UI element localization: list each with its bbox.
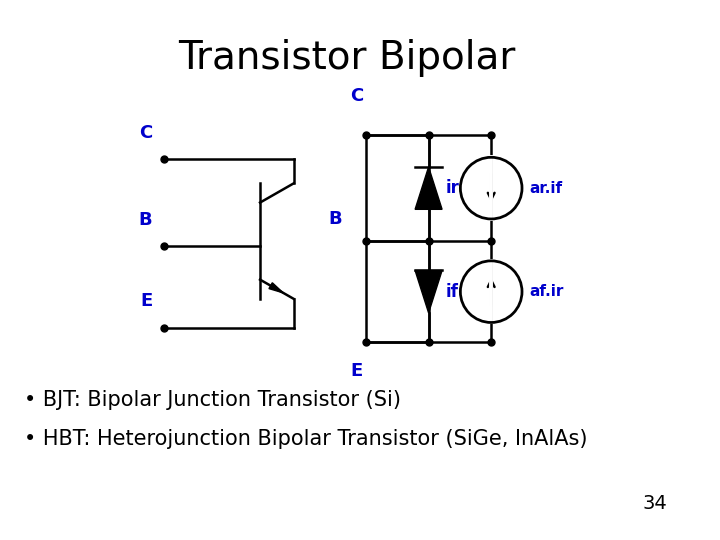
Text: if: if bbox=[446, 282, 459, 301]
Text: ir: ir bbox=[446, 179, 460, 197]
Text: B: B bbox=[138, 211, 152, 228]
Polygon shape bbox=[415, 167, 442, 210]
Text: E: E bbox=[350, 362, 362, 380]
Text: • HBT: Heterojunction Bipolar Transistor (SiGe, InAlAs): • HBT: Heterojunction Bipolar Transistor… bbox=[24, 429, 588, 449]
Text: C: C bbox=[350, 87, 363, 105]
Text: ar.if: ar.if bbox=[530, 181, 563, 195]
Polygon shape bbox=[269, 283, 283, 293]
Text: • BJT: Bipolar Junction Transistor (Si): • BJT: Bipolar Junction Transistor (Si) bbox=[24, 390, 401, 410]
Text: Transistor Bipolar: Transistor Bipolar bbox=[178, 39, 516, 77]
Text: E: E bbox=[140, 293, 152, 310]
Text: 34: 34 bbox=[642, 494, 667, 512]
Text: C: C bbox=[139, 124, 152, 142]
Text: B: B bbox=[328, 210, 342, 228]
Text: af.ir: af.ir bbox=[530, 284, 564, 299]
Polygon shape bbox=[415, 271, 442, 313]
